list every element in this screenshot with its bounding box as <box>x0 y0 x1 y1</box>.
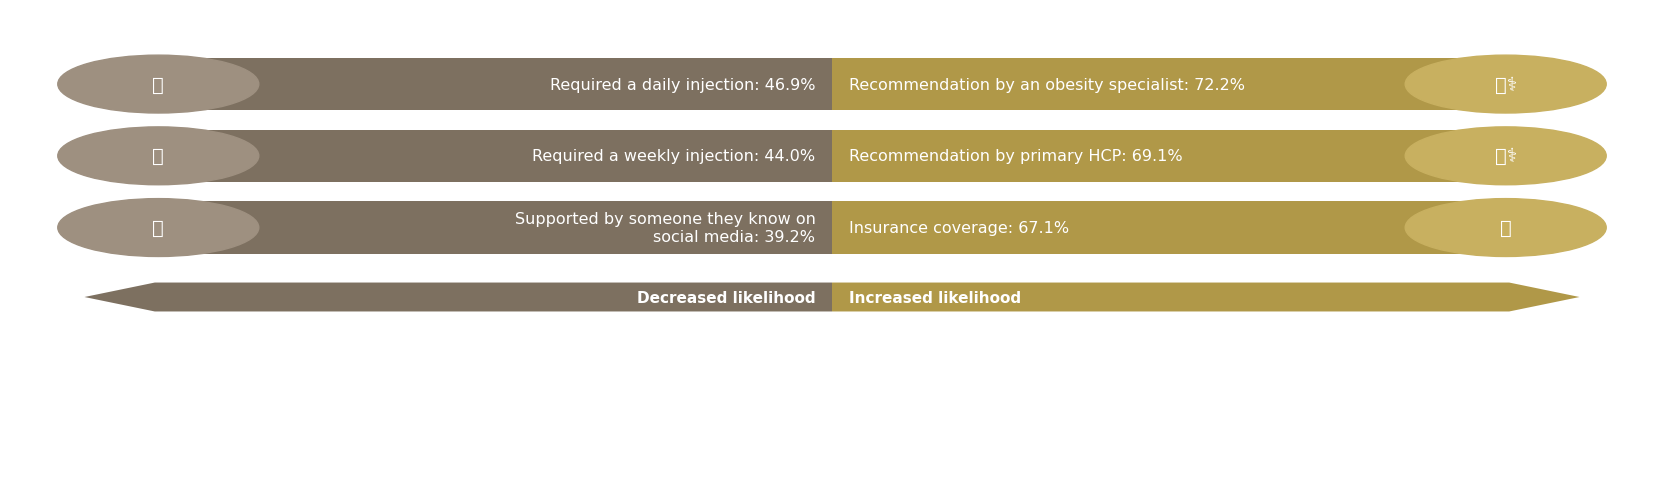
FancyBboxPatch shape <box>160 59 1504 111</box>
Text: Required a weekly injection: 44.0%: Required a weekly injection: 44.0% <box>532 149 815 164</box>
FancyBboxPatch shape <box>832 59 1504 111</box>
Text: Supported by someone they know on
social media: 39.2%: Supported by someone they know on social… <box>514 212 815 244</box>
Text: 👍: 👍 <box>153 218 165 238</box>
Circle shape <box>1413 130 1596 183</box>
FancyBboxPatch shape <box>160 59 832 111</box>
Circle shape <box>68 59 251 111</box>
Text: 📅: 📅 <box>153 147 165 166</box>
FancyBboxPatch shape <box>832 202 1504 254</box>
FancyBboxPatch shape <box>832 130 1504 183</box>
Circle shape <box>68 202 251 254</box>
Circle shape <box>58 56 260 114</box>
Text: 💵: 💵 <box>1499 218 1511 238</box>
Text: 📅: 📅 <box>153 75 165 95</box>
Circle shape <box>58 199 260 257</box>
FancyBboxPatch shape <box>160 202 832 254</box>
Text: 👨‍⚕️: 👨‍⚕️ <box>1494 75 1518 95</box>
Circle shape <box>58 128 260 185</box>
FancyBboxPatch shape <box>832 59 1504 111</box>
Circle shape <box>68 130 251 183</box>
Text: Insurance coverage: 67.1%: Insurance coverage: 67.1% <box>849 221 1068 236</box>
FancyBboxPatch shape <box>160 130 832 183</box>
FancyBboxPatch shape <box>832 130 1504 183</box>
Text: Recommendation by an obesity specialist: 72.2%: Recommendation by an obesity specialist:… <box>849 77 1245 92</box>
FancyBboxPatch shape <box>832 202 1504 254</box>
Circle shape <box>1404 199 1606 257</box>
Circle shape <box>1404 128 1606 185</box>
FancyBboxPatch shape <box>160 130 1504 183</box>
FancyBboxPatch shape <box>160 202 1504 254</box>
Text: 👨‍⚕️: 👨‍⚕️ <box>1494 147 1518 166</box>
Text: Recommendation by primary HCP: 69.1%: Recommendation by primary HCP: 69.1% <box>849 149 1181 164</box>
Polygon shape <box>832 283 1579 312</box>
Polygon shape <box>85 283 832 312</box>
Circle shape <box>1413 59 1596 111</box>
Text: Required a daily injection: 46.9%: Required a daily injection: 46.9% <box>549 77 815 92</box>
Circle shape <box>1413 202 1596 254</box>
Text: Increased likelihood: Increased likelihood <box>849 290 1020 305</box>
Circle shape <box>1404 56 1606 114</box>
Text: Decreased likelihood: Decreased likelihood <box>637 290 815 305</box>
